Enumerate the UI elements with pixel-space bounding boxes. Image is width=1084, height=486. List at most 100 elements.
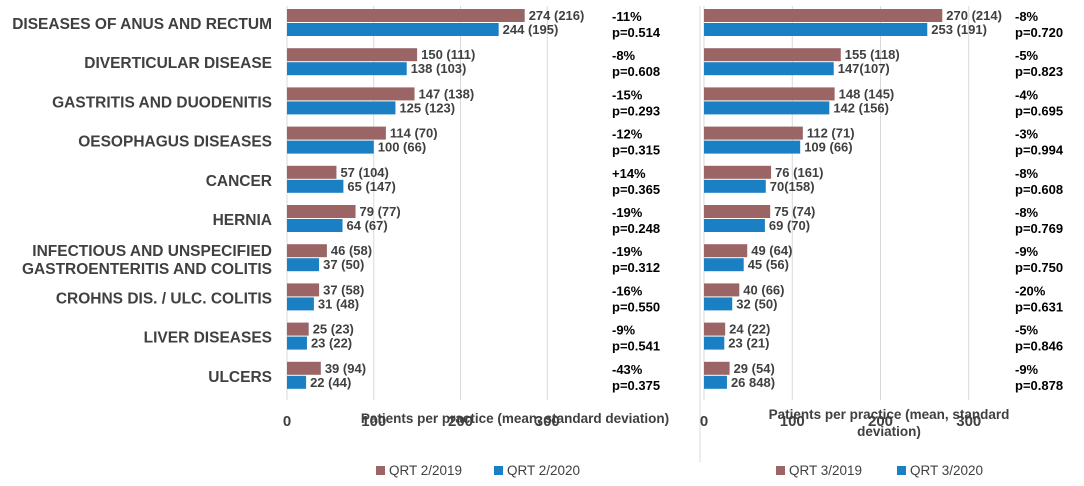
x-tick-label: 200	[868, 413, 893, 430]
value-label: 155 (118)	[845, 47, 900, 62]
percent-change: -9%	[612, 323, 636, 338]
percent-change: -5%	[1015, 323, 1039, 338]
bar-2020	[704, 62, 834, 76]
bar-2020	[704, 375, 727, 389]
bar-2019	[287, 48, 418, 62]
value-label: 109 (66)	[804, 140, 852, 155]
value-label: 270 (214)	[946, 8, 1002, 23]
bar-2019	[704, 126, 803, 140]
p-value: p=0.365	[612, 182, 660, 197]
p-value: p=0.550	[612, 299, 660, 314]
value-label: 150 (111)	[421, 47, 475, 62]
p-value: p=0.248	[612, 221, 660, 236]
bar-2020	[704, 140, 801, 154]
category-label: LIVER DISEASES	[144, 330, 272, 347]
value-label: 76 (161)	[775, 165, 823, 180]
bar-2020	[704, 23, 928, 36]
bar-2019	[704, 165, 772, 179]
legend-swatch	[897, 466, 906, 475]
percent-change: +14%	[612, 166, 646, 181]
legend-swatch	[376, 466, 385, 475]
legend-swatch	[494, 466, 503, 475]
percent-change: -9%	[1015, 244, 1039, 259]
value-label: 142 (156)	[833, 100, 889, 115]
x-axis-title: deviation)	[857, 424, 921, 439]
bar-2019	[287, 283, 320, 297]
legend-swatch	[776, 466, 785, 475]
percent-change: -19%	[612, 244, 643, 259]
bar-2020	[287, 336, 307, 350]
p-value: p=0.608	[1015, 182, 1063, 197]
percent-change: -9%	[1015, 362, 1039, 377]
percent-change: -8%	[1015, 9, 1039, 24]
value-label: 274 (216)	[529, 8, 585, 23]
p-value: p=0.695	[1015, 103, 1063, 118]
value-label: 49 (64)	[751, 243, 792, 258]
value-label: 65 (147)	[347, 179, 395, 194]
bar-2020	[704, 297, 733, 311]
value-label: 24 (22)	[729, 322, 770, 337]
p-value: p=0.823	[1015, 64, 1063, 79]
percent-change: -19%	[612, 205, 643, 220]
bar-2019	[287, 9, 525, 22]
category-label: CANCER	[206, 173, 272, 190]
bar-2019	[287, 361, 321, 375]
p-value: p=0.375	[612, 378, 660, 393]
p-value: p=0.878	[1015, 378, 1063, 393]
bar-2019	[287, 126, 386, 140]
value-label: 26 848)	[731, 375, 775, 390]
legend-label: QRT 3/2019	[789, 463, 862, 478]
value-label: 23 (21)	[728, 336, 769, 351]
value-label: 23 (22)	[311, 336, 352, 351]
value-label: 79 (77)	[360, 204, 401, 219]
bar-2020	[287, 375, 307, 389]
category-label: HERNIA	[213, 212, 272, 229]
bar-2020	[704, 336, 725, 350]
value-label: 45 (56)	[748, 257, 789, 272]
left-panel: 0 100 200 300 DISEASES OF ANUS AND RECTUM 274…	[12, 8, 669, 430]
bar-2020	[287, 297, 314, 311]
percent-change: -16%	[612, 283, 643, 298]
category-label: DIVERTICULAR DISEASE	[84, 55, 272, 72]
bar-2019	[704, 48, 841, 62]
bar-2020	[287, 258, 320, 272]
bar-2020	[287, 62, 407, 76]
x-tick-label: 100	[780, 413, 805, 430]
bar-2019	[704, 87, 835, 101]
category-label: GASTRITIS AND DUODENITIS	[52, 94, 272, 111]
category-label: GASTROENTERITIS AND COLITIS	[22, 261, 272, 278]
percent-change: -4%	[1015, 87, 1039, 102]
bar-2019	[704, 322, 726, 336]
bar-2019	[287, 87, 415, 101]
value-label: 46 (58)	[331, 243, 372, 258]
bar-2020	[287, 179, 344, 193]
x-tick-label: 300	[535, 413, 560, 430]
value-label: 114 (70)	[390, 126, 438, 141]
x-tick-label: 200	[448, 413, 473, 430]
value-label: 37 (58)	[323, 282, 364, 297]
bar-2020	[704, 101, 830, 115]
bar-2019	[704, 283, 740, 297]
bar-2019	[704, 205, 771, 218]
value-label: 25 (23)	[313, 322, 354, 337]
p-value: p=0.720	[1015, 25, 1063, 40]
x-axis-title: Patients per practice (mean, standard	[769, 407, 1010, 422]
value-label: 29 (54)	[734, 361, 775, 376]
p-value: p=0.514	[612, 25, 661, 40]
value-label: 39 (94)	[325, 361, 366, 376]
p-value: p=0.293	[612, 103, 660, 118]
value-label: 100 (66)	[378, 140, 426, 155]
bar-2020	[704, 258, 744, 272]
value-label: 75 (74)	[774, 204, 815, 219]
percent-change: -8%	[1015, 166, 1039, 181]
bar-2020	[287, 140, 374, 154]
category-label: CROHNS DIS. / ULC. COLITIS	[56, 290, 272, 307]
bar-2019	[704, 9, 943, 22]
bar-2020	[287, 219, 343, 232]
p-value: p=0.312	[612, 260, 660, 275]
bar-2020	[287, 23, 499, 36]
x-tick-label: 0	[283, 413, 291, 430]
bar-2020	[704, 179, 766, 193]
legend-label: QRT 2/2020	[507, 463, 580, 478]
